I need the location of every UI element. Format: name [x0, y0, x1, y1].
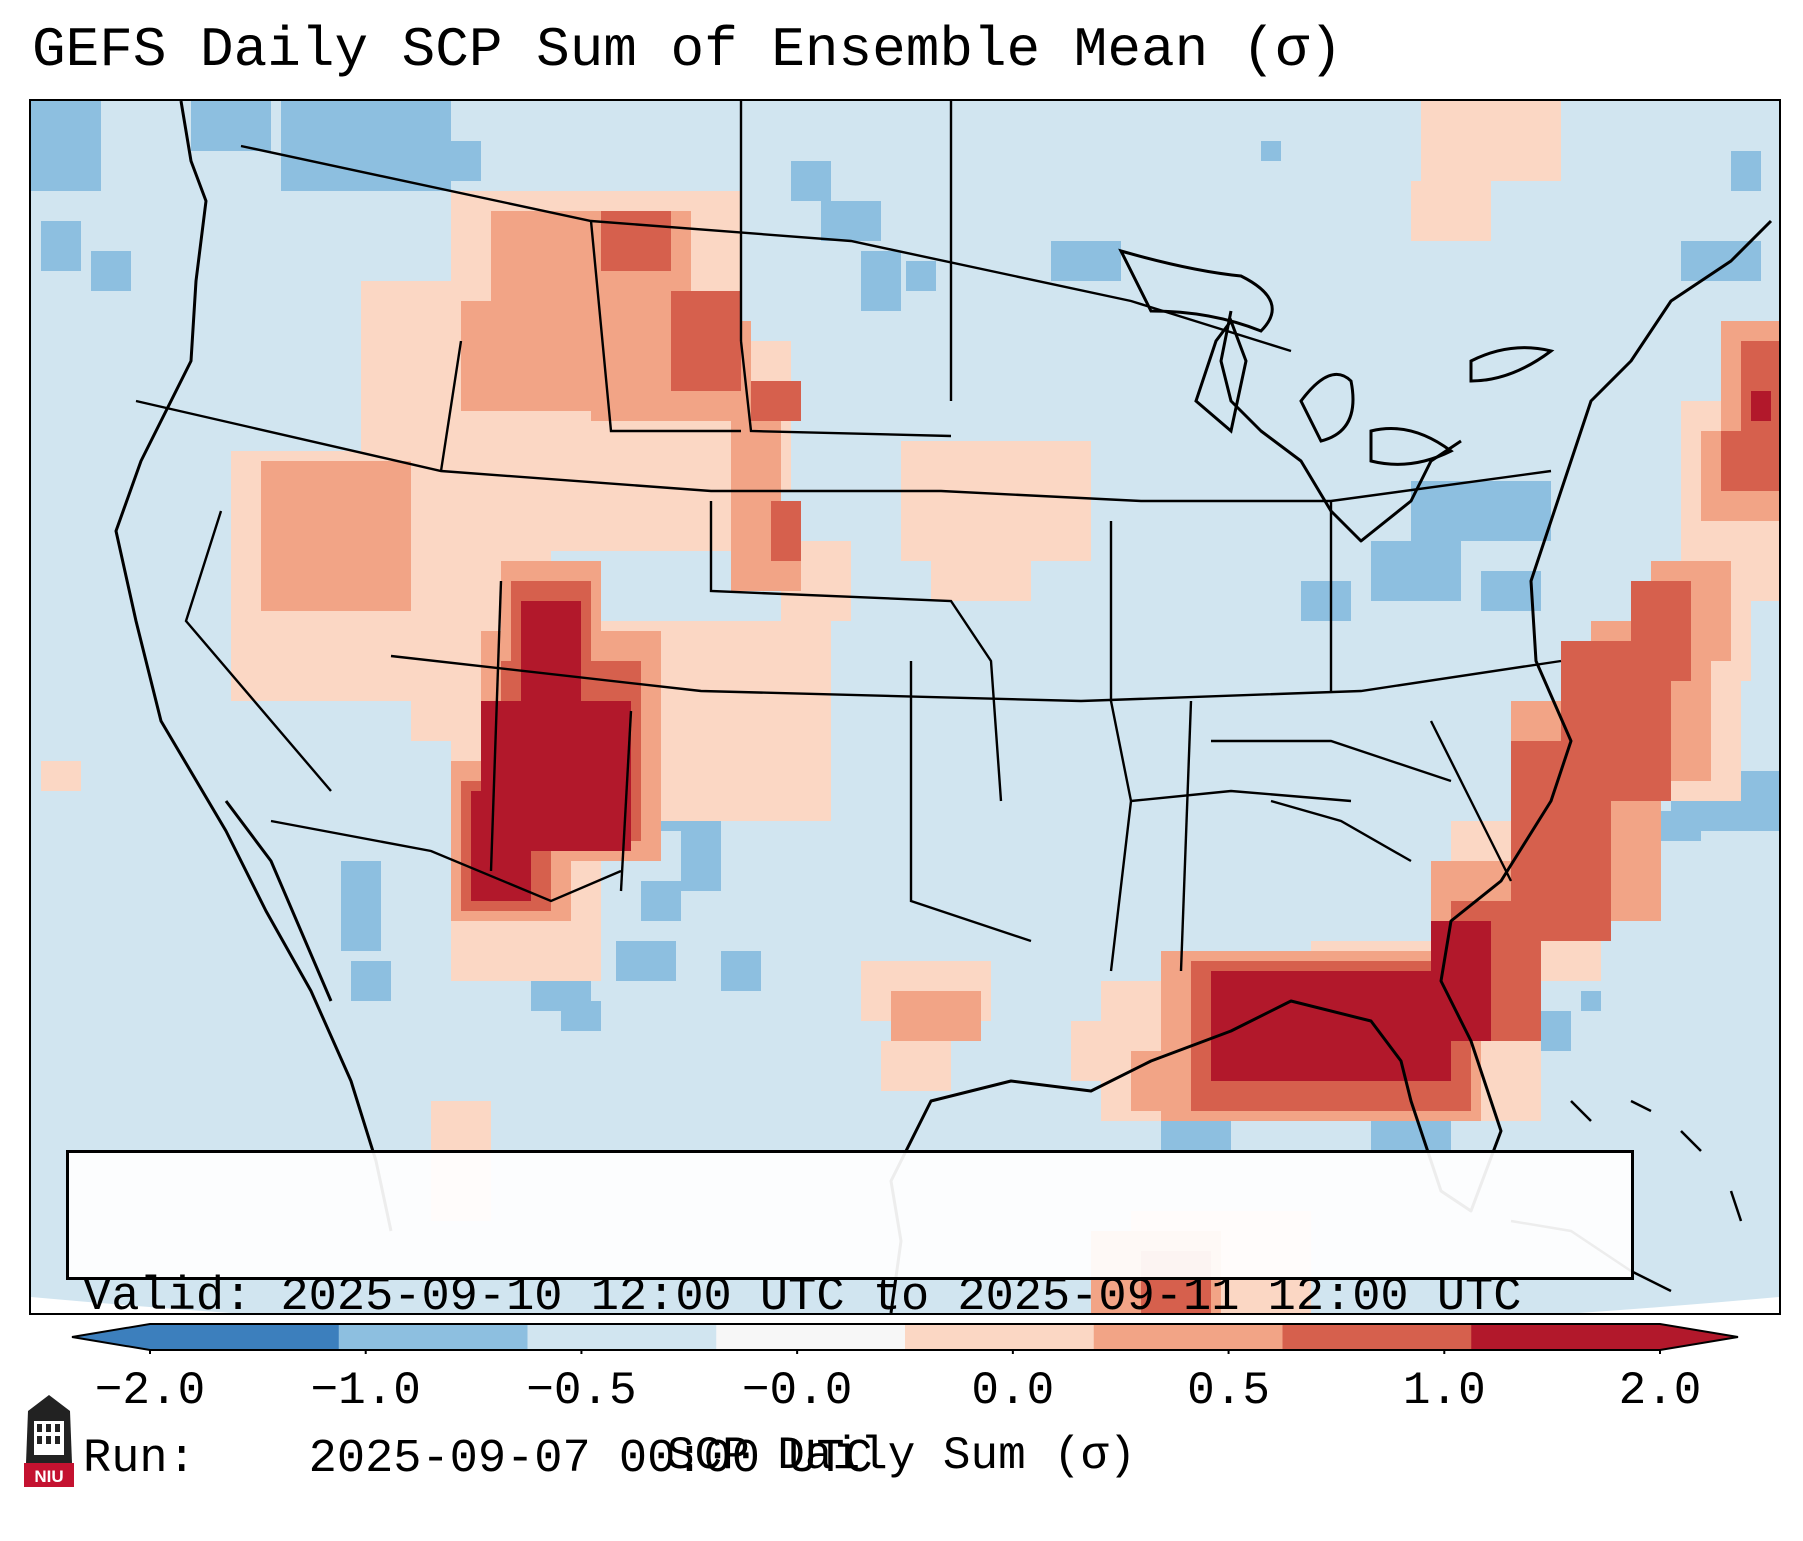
- colorbar-tick-label: 1.0: [1402, 1365, 1486, 1417]
- map-panel[interactable]: [29, 99, 1781, 1315]
- colorbar-segment: [150, 1324, 340, 1350]
- run-label: Run:: [83, 1433, 196, 1486]
- colorbar-tick-label: −0.5: [526, 1365, 637, 1417]
- colorbar-extend-low: [72, 1324, 150, 1350]
- scp-map: [31, 101, 1779, 1313]
- valid-value: 2025-09-10 12:00 UTC to 2025-09-11 12:00…: [280, 1271, 1522, 1324]
- state-borders: [135, 101, 1562, 972]
- great-lakes: [1118, 248, 1555, 466]
- colorbar-tick-label: −1.0: [310, 1365, 421, 1417]
- colorbar-segment: [1471, 1324, 1661, 1350]
- colorbar-segment: [716, 1324, 906, 1350]
- valid-label: Valid:: [83, 1271, 253, 1324]
- map-title: GEFS Daily SCP Sum of Ensemble Mean (σ): [32, 18, 1343, 82]
- logo-text: NIU: [34, 1467, 63, 1486]
- colorbar-tick-label: 0.0: [971, 1365, 1055, 1417]
- colorbar-segment: [338, 1324, 528, 1350]
- valid-line: Valid: 2025-09-10 12:00 UTC to 2025-09-1…: [83, 1271, 1631, 1325]
- colorbar-segment: [1093, 1324, 1283, 1350]
- colorbar-segment: [1282, 1324, 1472, 1350]
- run-line: Run: 2025-09-07 00:00 UTC: [83, 1433, 1631, 1487]
- colorbar-extend-high: [1660, 1324, 1738, 1350]
- run-value: 2025-09-07 00:00 UTC: [308, 1433, 873, 1486]
- validity-info-box: Valid: 2025-09-10 12:00 UTC to 2025-09-1…: [66, 1150, 1634, 1486]
- extreme-positive-patches: [471, 391, 1771, 1081]
- colorbar-tick-label: 2.0: [1618, 1365, 1702, 1417]
- colorbar-segment: [905, 1324, 1095, 1350]
- colorbar-tick-label: 0.5: [1187, 1365, 1270, 1417]
- colorbar: [71, 1323, 1739, 1354]
- coastlines: [114, 101, 1773, 1313]
- niu-logo: NIU: [24, 1395, 74, 1487]
- colorbar-segment: [527, 1324, 717, 1350]
- colorbar-tick-label: −2.0: [94, 1365, 206, 1417]
- colorbar-label: SCP Daily Sum (σ): [666, 1430, 1137, 1482]
- colorbar-tick-label: −0.0: [741, 1365, 853, 1417]
